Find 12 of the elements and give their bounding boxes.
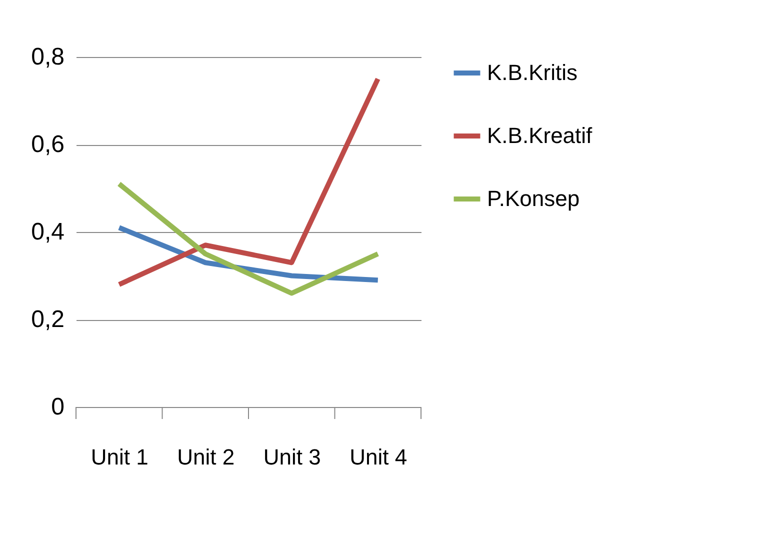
x-tick-label: Unit 3 bbox=[263, 444, 321, 470]
legend-label: P.Konsep bbox=[487, 186, 580, 211]
x-tick-label: Unit 4 bbox=[350, 444, 408, 470]
y-tick-label: 0,4 bbox=[31, 218, 64, 246]
y-tick-label: 0,8 bbox=[31, 44, 64, 70]
legend-label: K.B.Kritis bbox=[487, 60, 578, 85]
y-tick-label: 0,6 bbox=[31, 131, 64, 158]
x-tick-label: Unit 1 bbox=[90, 444, 148, 470]
y-tick-label: 0 bbox=[51, 394, 64, 420]
legend-label: K.B.Kreatif bbox=[487, 123, 594, 148]
x-tick-label: Unit 2 bbox=[177, 444, 235, 470]
y-tick-label: 0,2 bbox=[31, 306, 64, 333]
